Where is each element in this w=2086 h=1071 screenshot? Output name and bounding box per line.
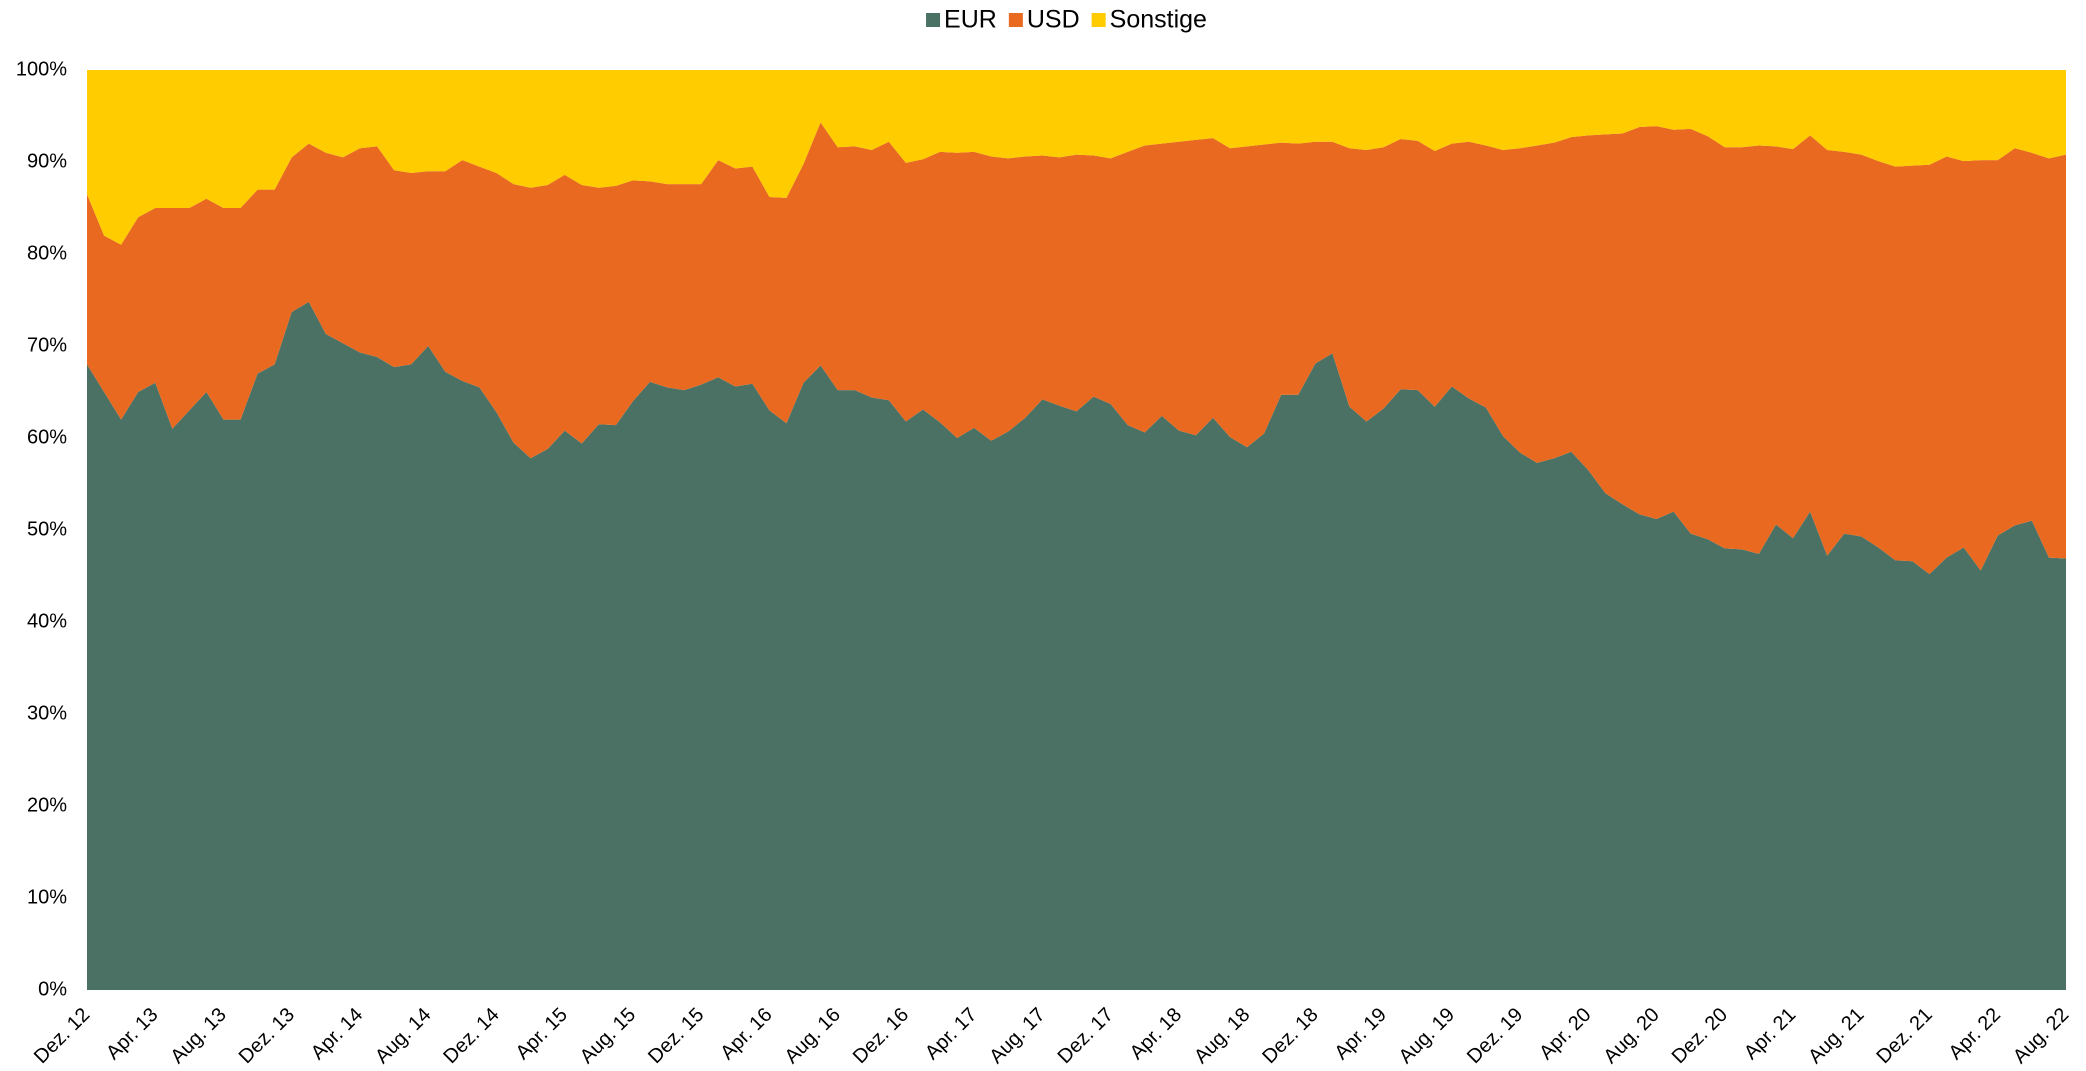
x-tick-label: Aug. 21 (1804, 1004, 1868, 1068)
y-tick-label: 10% (27, 886, 67, 908)
legend-swatch (926, 13, 941, 27)
legend-item: Sonstige (1091, 6, 1207, 34)
x-tick-label: Dez. 18 (1258, 1004, 1322, 1068)
x-tick-label: Dez. 12 (30, 1004, 94, 1068)
x-tick-label: Dez. 20 (1668, 1004, 1732, 1068)
legend-item: USD (1008, 6, 1080, 34)
x-tick-label: Apr. 17 (921, 1004, 981, 1064)
x-tick-label: Apr. 15 (512, 1004, 572, 1064)
legend-label: USD (1027, 6, 1080, 34)
y-tick-label: 100% (16, 58, 67, 80)
legend-label: EUR (944, 6, 997, 34)
x-tick-label: Aug. 14 (371, 1004, 435, 1068)
y-tick-label: 50% (27, 518, 67, 540)
legend: EUR USD Sonstige (926, 6, 1207, 34)
y-tick-label: 70% (27, 334, 67, 356)
x-tick-label: Aug. 15 (576, 1004, 640, 1068)
x-tick-label: Aug. 17 (985, 1004, 1049, 1068)
legend-swatch (1008, 13, 1023, 27)
x-tick-label: Aug. 16 (781, 1004, 845, 1068)
area (87, 122, 2066, 575)
x-tick-label: Aug. 13 (166, 1004, 230, 1068)
x-tick-label: Dez. 17 (1054, 1004, 1118, 1068)
area (87, 70, 2066, 245)
y-tick-label: 30% (27, 702, 67, 724)
x-tick-label: Dez. 21 (1872, 1004, 1936, 1068)
x-tick-label: Dez. 15 (644, 1004, 708, 1068)
y-tick-label: 40% (27, 610, 67, 632)
x-tick-label: Apr. 22 (1945, 1004, 2005, 1064)
x-tick-label: Apr. 14 (307, 1004, 367, 1064)
x-tick-label: Aug. 20 (1600, 1004, 1664, 1068)
x-tick-label: Apr. 19 (1330, 1004, 1390, 1064)
area (87, 301, 2066, 991)
y-tick-label: 20% (27, 794, 67, 816)
y-tick-label: 90% (27, 150, 67, 172)
x-tick-label: Dez. 14 (439, 1004, 503, 1068)
legend-item: EUR (926, 6, 997, 34)
x-tick-label: Dez. 16 (849, 1004, 913, 1068)
legend-swatch (1091, 13, 1106, 27)
x-tick-label: Dez. 13 (235, 1004, 299, 1068)
x-tick-label: Aug. 18 (1190, 1004, 1254, 1068)
x-tick-label: Dez. 19 (1463, 1004, 1527, 1068)
x-tick-label: Apr. 20 (1535, 1004, 1595, 1064)
legend-label: Sonstige (1110, 6, 1207, 34)
x-tick-label: Apr. 13 (102, 1004, 162, 1064)
y-tick-label: 0% (38, 978, 67, 1000)
x-tick-label: Apr. 18 (1126, 1004, 1186, 1064)
y-tick-label: 80% (27, 242, 67, 264)
x-tick-label: Aug. 19 (1395, 1004, 1459, 1068)
x-tick-label: Aug. 22 (2009, 1004, 2073, 1068)
x-tick-label: Apr. 16 (716, 1004, 776, 1064)
x-tick-label: Apr. 21 (1740, 1004, 1800, 1064)
y-tick-label: 60% (27, 426, 67, 448)
